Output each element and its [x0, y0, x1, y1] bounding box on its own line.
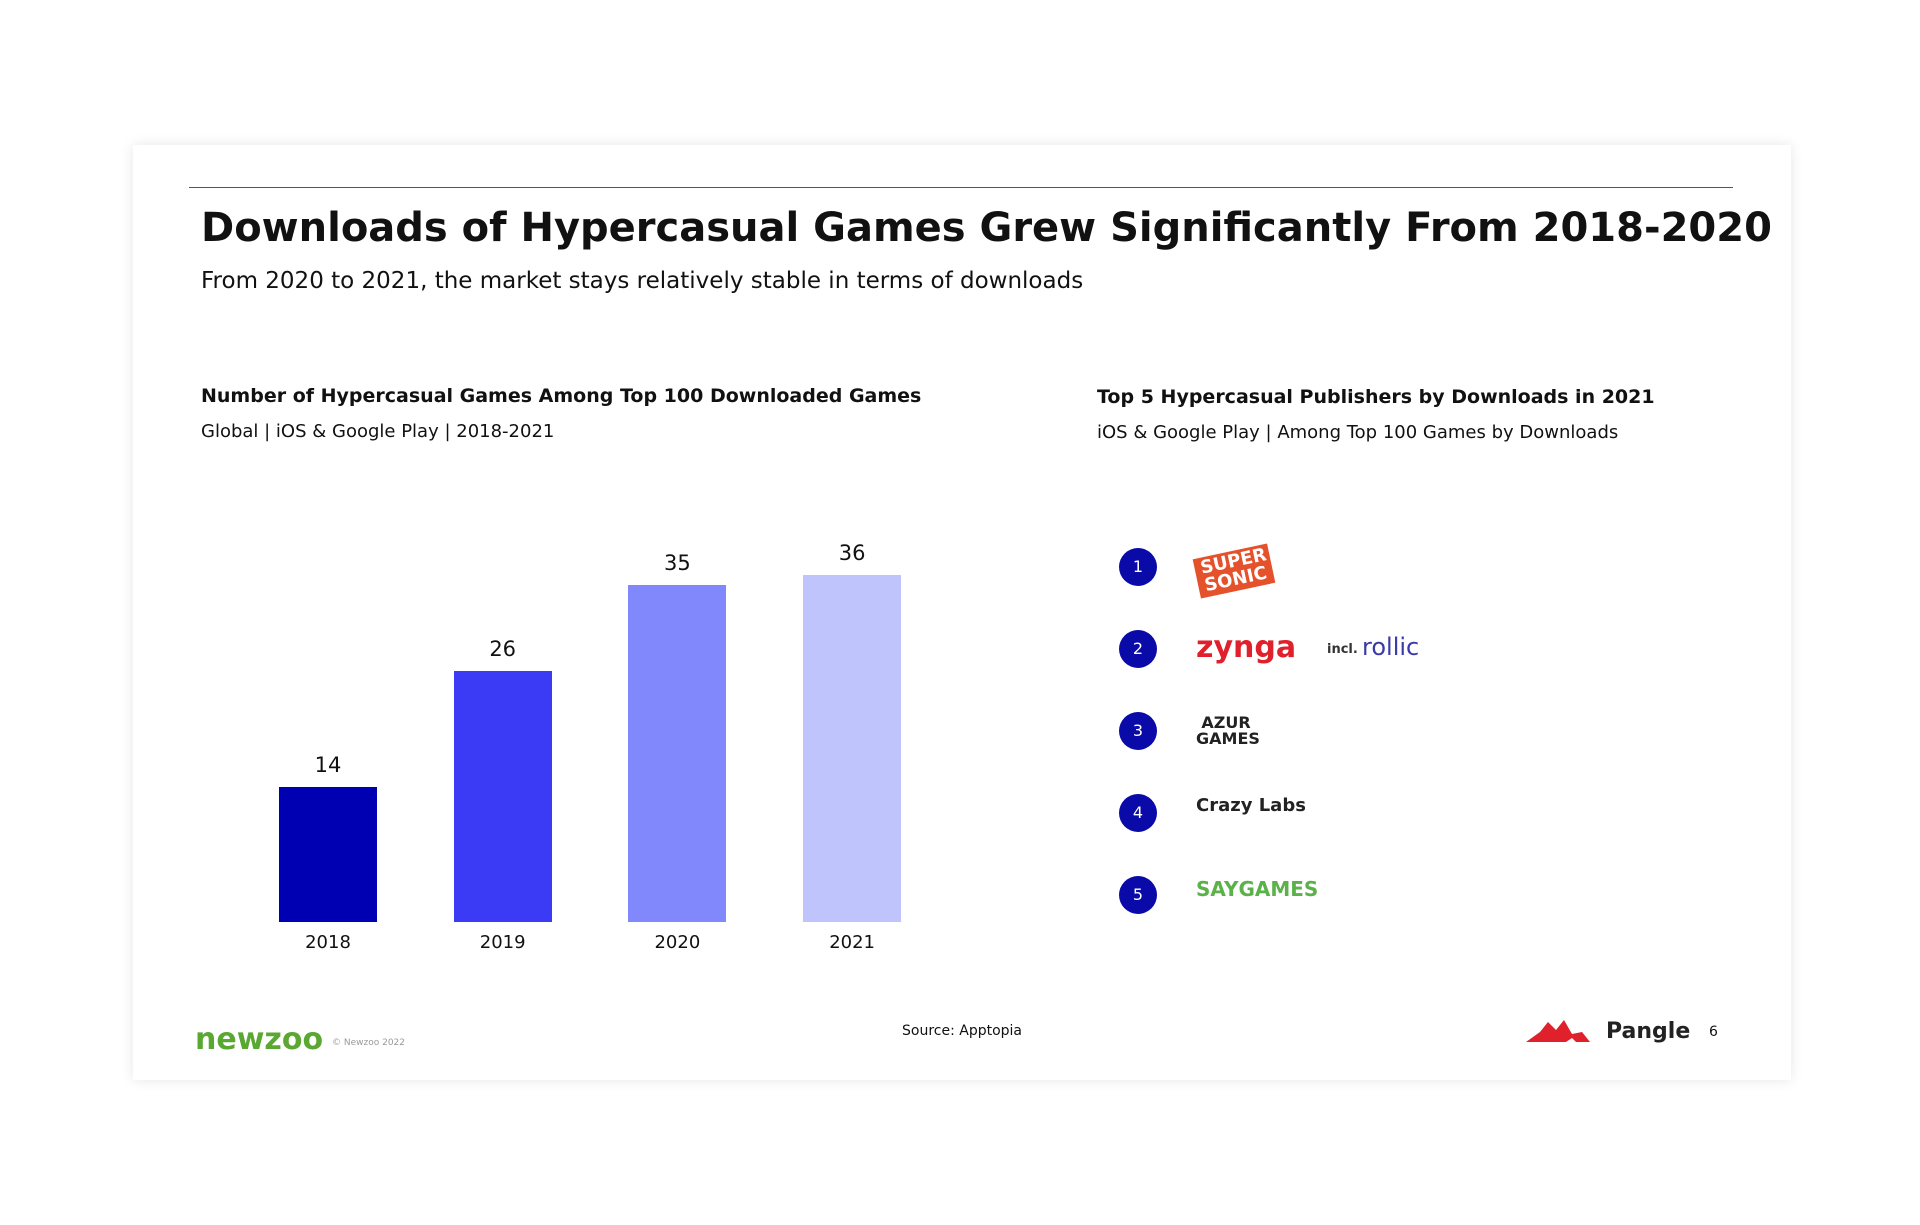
rank-badge: 2 — [1119, 630, 1157, 668]
partner: Pangle — [1606, 1019, 1691, 1044]
chart-title: Number of Hypercasual Games Among Top 10… — [201, 385, 922, 407]
bar — [628, 584, 727, 922]
rank-badge: 4 — [1119, 794, 1157, 832]
bar — [279, 787, 377, 922]
bar — [453, 671, 552, 922]
rank-badge: 5 — [1119, 876, 1157, 914]
logo-note: incl. — [1327, 642, 1358, 657]
publisher-logo: zynga — [1196, 630, 1297, 665]
x-tick-label: 2019 — [479, 932, 526, 953]
divider — [189, 187, 1733, 188]
brand: newzoo — [195, 1022, 324, 1057]
slide — [133, 145, 1791, 1080]
list-title: Top 5 Hypercasual Publishers by Download… — [1097, 386, 1655, 408]
rank-badge: 1 — [1119, 548, 1157, 586]
value-label: 26 — [489, 637, 517, 662]
page-number: 6 — [1709, 1024, 1718, 1040]
publisher-logo: SAYGAMES — [1196, 877, 1319, 901]
x-tick-label: 2018 — [305, 932, 351, 953]
publisher-logo: Crazy Labs — [1196, 795, 1306, 816]
chart-subtitle: Global | iOS & Google Play | 2018-2021 — [201, 421, 555, 442]
value-label: 14 — [314, 753, 342, 778]
slide-subtitle: From 2020 to 2021, the market stays rela… — [201, 268, 1084, 294]
slide-title: Downloads of Hypercasual Games Grew Sign… — [201, 205, 1772, 251]
source: Source: Apptopia — [902, 1023, 1023, 1039]
partner-icon — [1526, 1020, 1590, 1042]
publisher-logo-extra: rollic — [1362, 633, 1420, 661]
publisher-logo: AZUR GAMES — [1196, 713, 1260, 748]
copyright: © Newzoo 2022 — [332, 1038, 405, 1048]
bar — [803, 575, 902, 922]
value-label: 35 — [664, 550, 691, 575]
x-tick-label: 2020 — [654, 932, 701, 953]
value-label: 36 — [838, 541, 866, 565]
x-tick-label: 2021 — [829, 932, 875, 953]
rank-badge: 3 — [1119, 712, 1157, 750]
list-subtitle: iOS & Google Play | Among Top 100 Games … — [1097, 422, 1619, 443]
